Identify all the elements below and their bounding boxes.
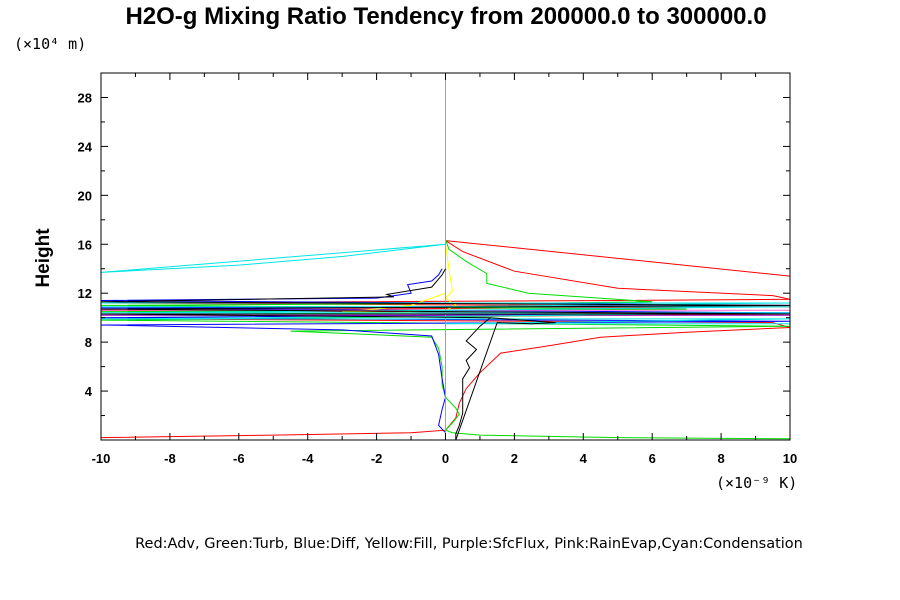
x-tick-label: 10	[783, 451, 797, 466]
y-axis-label: Height	[33, 228, 54, 288]
legend-text: Red:Adv, Green:Turb, Blue:Diff, Yellow:F…	[135, 536, 803, 552]
x-tick-label: -10	[92, 451, 111, 466]
series-layer	[101, 73, 790, 440]
y-unit-label: (×10⁴ m)	[14, 35, 86, 53]
series-line-turb	[101, 239, 790, 440]
x-tick-label: 0	[442, 451, 449, 466]
x-tick-label: 8	[717, 451, 724, 466]
y-tick-label: 20	[78, 188, 92, 203]
y-tick-label: 4	[85, 384, 93, 399]
y-tick-label: 12	[78, 286, 92, 301]
y-tick-label: 16	[78, 237, 92, 252]
x-tick-label: -2	[371, 451, 383, 466]
x-tick-label: 2	[511, 451, 518, 466]
y-tick-label: 8	[85, 335, 92, 350]
series-line-adv	[101, 240, 790, 439]
x-tick-label: 6	[649, 451, 656, 466]
x-tick-label: -4	[302, 451, 314, 466]
x-tick-label: -6	[233, 451, 245, 466]
series-line-total	[101, 268, 790, 440]
chart-title: H2O-g Mixing Ratio Tendency from 200000.…	[125, 3, 766, 30]
y-tick-label: 28	[78, 90, 92, 105]
series-line-condensation	[101, 73, 790, 440]
y-tick-label: 24	[78, 139, 93, 154]
x-tick-label: 4	[580, 451, 588, 466]
x-unit-label: (×10⁻⁹ K)	[716, 474, 797, 492]
x-tick-label: -8	[164, 451, 176, 466]
